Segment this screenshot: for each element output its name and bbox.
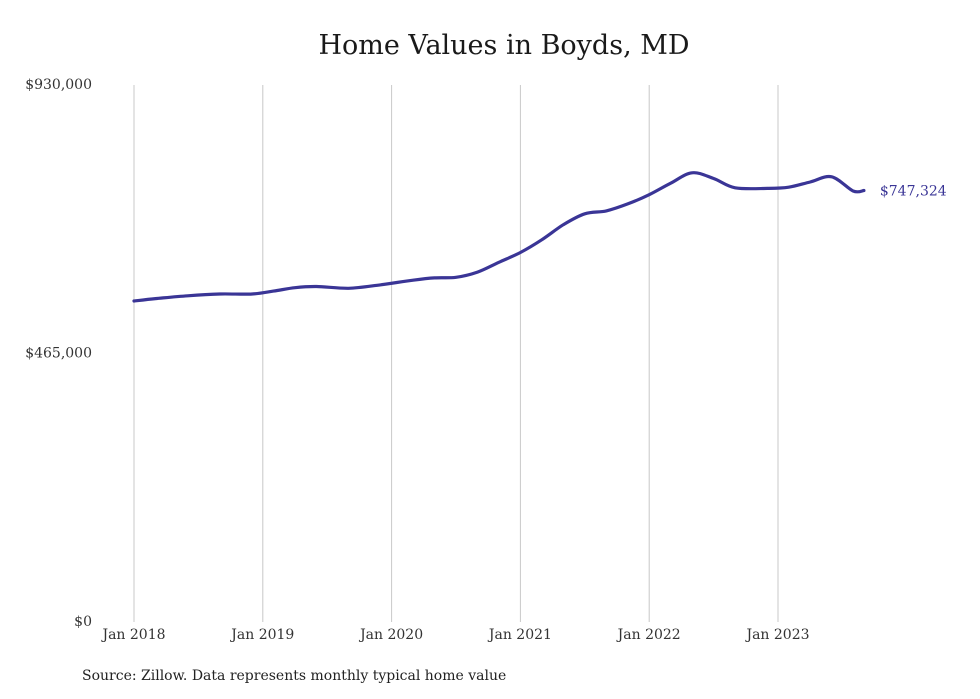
x-tick-label: Jan 2019	[229, 627, 294, 643]
last-value-label: $747,324	[880, 183, 947, 199]
y-axis-ticks: $0 $465,000 $930,000	[25, 77, 92, 630]
y-tick-label: $0	[74, 614, 92, 630]
source-note: Source: Zillow. Data represents monthly …	[82, 668, 507, 684]
x-tick-label: Jan 2020	[358, 627, 423, 643]
x-tick-label: Jan 2021	[487, 627, 552, 643]
chart-title: Home Values in Boyds, MD	[318, 30, 690, 61]
x-tick-label: Jan 2022	[616, 627, 681, 643]
y-tick-label: $930,000	[25, 77, 92, 93]
x-axis-ticks: Jan 2018 Jan 2019 Jan 2020 Jan 2021 Jan 2022…	[100, 627, 809, 643]
y-tick-label: $465,000	[25, 346, 92, 362]
home-value-line	[132, 171, 866, 303]
x-tick-label: Jan 2023	[744, 627, 809, 643]
gridlines	[133, 85, 779, 622]
x-tick-label: Jan 2018	[100, 627, 165, 643]
